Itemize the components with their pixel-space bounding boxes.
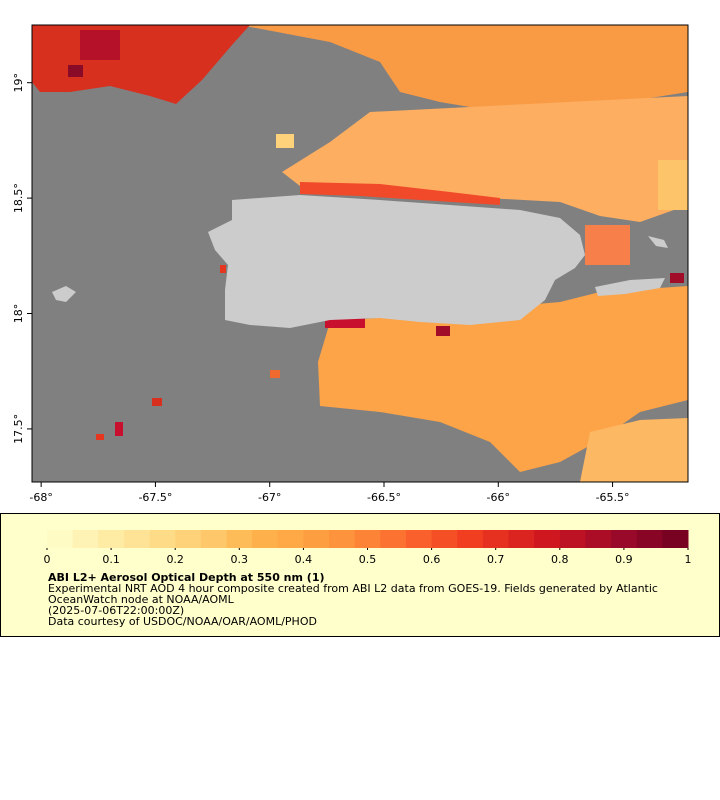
colorbar-swatch xyxy=(98,530,125,548)
colorbar-swatch xyxy=(662,530,689,548)
y-tick-label: 18.5° xyxy=(12,183,25,213)
colorbar-tick-label: 0 xyxy=(44,553,51,566)
colorbar-swatch xyxy=(482,530,510,548)
colorbar-swatch xyxy=(226,530,253,548)
colorbar-swatch xyxy=(431,530,458,548)
map xyxy=(31,24,689,483)
aerosol-area xyxy=(436,326,450,336)
x-tick-label: -66.5° xyxy=(367,491,401,504)
legend-title: ABI L2+ Aerosol Optical Depth at 550 nm … xyxy=(48,571,325,584)
x-tick-label: -68° xyxy=(29,491,52,504)
colorbar-tick-label: 0.5 xyxy=(359,553,377,566)
land xyxy=(208,195,585,328)
colorbar-swatch xyxy=(405,530,433,548)
aerosol-area xyxy=(580,418,688,482)
y-tick-label: 18° xyxy=(12,304,25,324)
aerosol-area xyxy=(658,160,688,210)
colorbar-tick-label: 0.6 xyxy=(423,553,441,566)
land xyxy=(595,278,665,296)
aerosol-area xyxy=(115,422,123,436)
y-tick-label: 17.5° xyxy=(12,414,25,444)
aerosol-area xyxy=(325,318,365,328)
colorbar-tick-label: 0.7 xyxy=(487,553,505,566)
x-tick-label: -67.5° xyxy=(138,491,172,504)
colorbar-tick-label: 0.2 xyxy=(166,553,184,566)
land xyxy=(52,286,76,302)
colorbar-swatch xyxy=(175,530,202,548)
colorbar-swatch xyxy=(329,530,356,548)
aerosol-area xyxy=(152,398,162,406)
aerosol-area xyxy=(585,225,630,265)
colorbar-swatch xyxy=(585,530,612,548)
aerosol-area xyxy=(240,25,688,112)
colorbar-swatch xyxy=(72,530,99,548)
legend-line: (2025-07-06T22:00:00Z) xyxy=(48,604,184,617)
aerosol-area xyxy=(220,265,226,273)
colorbar-swatch xyxy=(380,530,407,548)
aerosol-area xyxy=(80,30,120,60)
colorbar-swatch xyxy=(559,530,586,548)
aerosol-area xyxy=(270,370,280,378)
y-tick-label: 19° xyxy=(12,73,25,93)
land xyxy=(648,236,668,248)
colorbar-tick-label: 0.4 xyxy=(295,553,313,566)
aerosol-area xyxy=(300,182,500,205)
colorbar-swatch xyxy=(636,530,663,548)
aerosol-area xyxy=(282,96,688,222)
x-tick-label: -66° xyxy=(487,491,510,504)
map-frame xyxy=(31,24,689,483)
aerosol-area xyxy=(96,434,104,440)
colorbar-swatch xyxy=(611,530,638,548)
colorbar-swatch xyxy=(149,530,176,548)
colorbar-swatch xyxy=(277,530,304,548)
legend-line: Data courtesy of USDOC/NOAA/OAR/AOML/PHO… xyxy=(48,615,317,628)
colorbar-swatch xyxy=(252,530,279,548)
colorbar-swatch xyxy=(123,530,151,548)
colorbar-tick-label: 0.9 xyxy=(615,553,633,566)
colorbar-tick-label: 0.3 xyxy=(231,553,249,566)
colorbar-swatch xyxy=(508,530,535,548)
legend-line: OceanWatch node at NOAA/AOML xyxy=(48,593,235,606)
colorbar-swatch xyxy=(457,530,484,548)
colorbar-tick-label: 0.8 xyxy=(551,553,569,566)
legend-line: Experimental NRT AOD 4 hour composite cr… xyxy=(48,582,658,595)
aerosol-area xyxy=(318,286,688,472)
aerosol-area xyxy=(68,65,83,77)
colorbar-swatch xyxy=(200,530,227,548)
colorbar-swatch xyxy=(47,530,74,548)
x-tick-label: -67° xyxy=(258,491,281,504)
colorbar-tick-label: 0.1 xyxy=(102,553,120,566)
x-tick-label: -65.5° xyxy=(596,491,630,504)
colorbar-swatch xyxy=(354,530,381,548)
colorbar-swatch xyxy=(303,530,330,548)
colorbar-swatch xyxy=(534,530,561,548)
aerosol-area xyxy=(670,273,684,283)
aerosol-area xyxy=(276,134,294,148)
colorbar-tick-label: 1 xyxy=(685,553,692,566)
